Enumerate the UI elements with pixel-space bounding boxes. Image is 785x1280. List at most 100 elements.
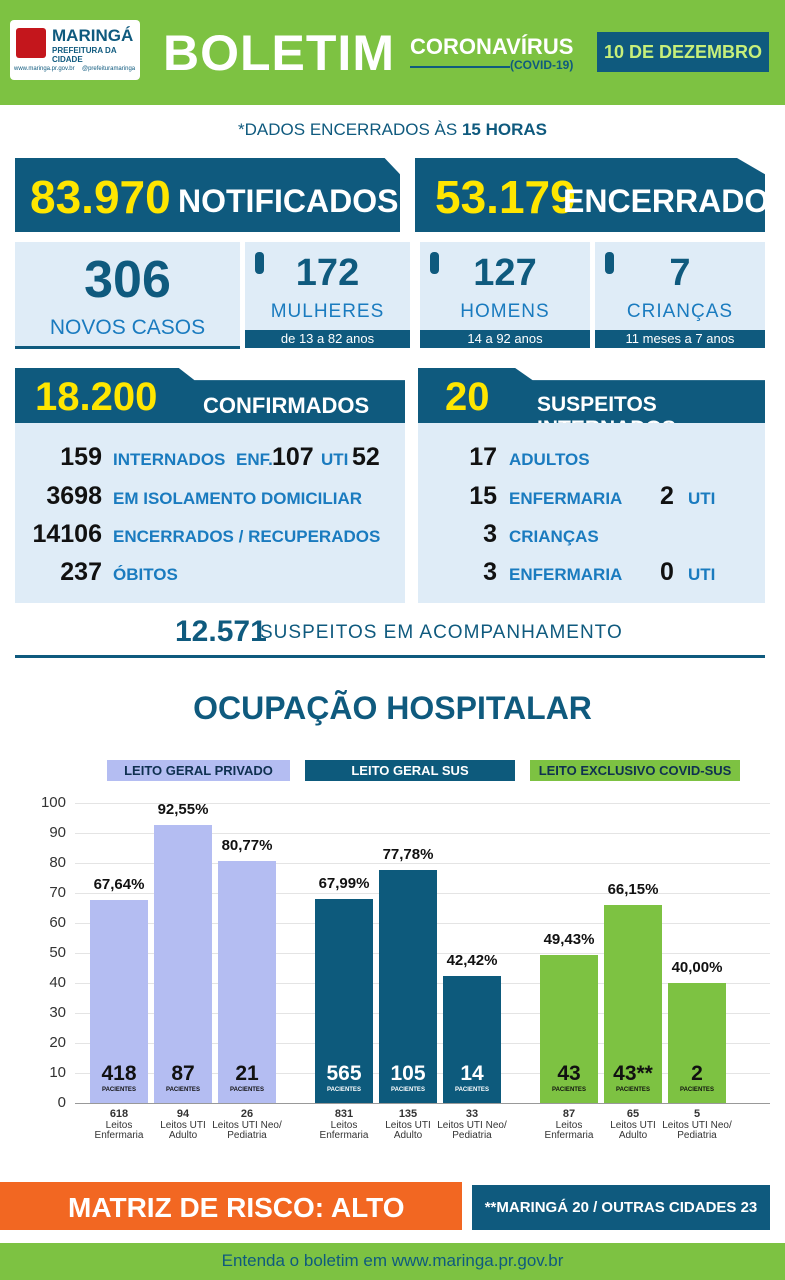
group-box (420, 242, 590, 330)
group-header: LEITO GERAL PRIVADO (107, 760, 290, 781)
value-label: 67,64% (93, 876, 145, 894)
bar (379, 869, 437, 1103)
y-tick-label: 70 (49, 884, 66, 901)
x-tick-label: Leitos Enfermaria (544, 1120, 594, 1141)
date: 10 DE DEZEMBRO (597, 32, 769, 72)
row-label: UTI (688, 489, 716, 508)
cities: **MARINGÁ 20 / OUTRAS CIDADES 23 (484, 1199, 758, 1216)
row-label: INTERNADOS (113, 450, 226, 469)
beds: 94 (176, 1108, 190, 1120)
risk: MATRIZ DE RISCO: ALTO (68, 1192, 405, 1223)
row-label: ENF. (236, 450, 273, 469)
bar (218, 860, 276, 1103)
total-box (15, 158, 400, 232)
y-tick-label: 100 (40, 794, 66, 811)
patients-label: PACIENTES (616, 1087, 650, 1093)
group-icon (605, 252, 614, 274)
bar (668, 983, 726, 1103)
grid-line (75, 833, 770, 834)
patients: 43 (557, 1062, 581, 1085)
patients: 87 (171, 1062, 195, 1085)
note-hours: 15 HORAS (461, 120, 547, 139)
beds: 618 (109, 1108, 129, 1120)
y-tick-label: 0 (57, 1094, 66, 1111)
row-number: 17 (469, 443, 497, 471)
group-box (595, 242, 765, 330)
row-label: ENFERMARIA (509, 489, 623, 508)
total-box (415, 158, 765, 232)
x-tick-label: Leitos UTI Adulto (610, 1120, 656, 1141)
group-icon (255, 252, 264, 274)
cities-box (472, 1185, 770, 1230)
row-label: ENFERMARIA (509, 565, 623, 584)
beds: 5 (693, 1108, 701, 1120)
row-number: 107 (272, 443, 314, 471)
x-tick-label: Leitos Enfermaria (94, 1120, 144, 1141)
x-tick-label: Leitos Enfermaria (319, 1120, 369, 1141)
patients: 105 (390, 1062, 426, 1085)
row-number: 3 (483, 520, 497, 548)
subtitle: CORONAVÍRUS (410, 34, 574, 59)
group-header: LEITO GERAL SUS (305, 760, 515, 781)
row-number: 2 (660, 482, 674, 510)
row-number: 0 (660, 558, 674, 586)
bar (604, 904, 662, 1103)
total-label: ENCERRADOS (563, 183, 785, 219)
confirmed-label: CONFIRMADOS (203, 393, 370, 418)
grid-line (75, 863, 770, 864)
patients-label: PACIENTES (455, 1087, 489, 1093)
beds: 33 (465, 1108, 479, 1120)
row-number: 237 (60, 558, 102, 586)
patients: 43** (613, 1062, 653, 1085)
patients-label: PACIENTES (102, 1087, 136, 1093)
logo-icon (16, 28, 46, 58)
y-tick-label: 10 (49, 1064, 66, 1081)
total-value: 83.970 (30, 171, 171, 223)
group-value: 127 (473, 252, 537, 294)
bar (154, 825, 212, 1103)
axis (75, 1103, 770, 1104)
group-label: MULHERES (270, 301, 385, 322)
bar (540, 954, 598, 1103)
value-label: 77,78% (382, 845, 434, 863)
title: BOLETIM (163, 25, 395, 81)
patients-label: PACIENTES (327, 1087, 361, 1093)
subtitle-tag: (COVID-19) (510, 58, 574, 72)
total-label: NOTIFICADOS (178, 183, 399, 219)
patients-label: PACIENTES (680, 1087, 714, 1093)
patients: 2 (691, 1062, 703, 1085)
y-tick-label: 90 (49, 824, 66, 841)
row-number: 52 (352, 443, 380, 471)
y-tick-label: 20 (49, 1034, 66, 1051)
confirmed-box (15, 423, 405, 603)
grid-line (75, 803, 770, 804)
note-prefix: *DADOS ENCERRADOS ÀS (238, 120, 458, 139)
patients-label: PACIENTES (391, 1087, 425, 1093)
group-label: CRIANÇAS (626, 301, 734, 322)
row-label: UTI (321, 450, 349, 469)
confirmed-value: 18.200 (35, 375, 158, 419)
x-tick-label: Leitos UTI Neo/ Pediatria (662, 1120, 732, 1141)
y-tick-label: 30 (49, 1004, 66, 1021)
value-label: 40,00% (671, 959, 723, 976)
bar (90, 900, 148, 1103)
divider (15, 655, 765, 658)
value-label: 42,42% (446, 951, 498, 969)
y-tick-label: 80 (49, 854, 66, 871)
x-tick-label: Leitos UTI Adulto (385, 1120, 431, 1141)
row-number: 14106 (32, 520, 102, 548)
bar (443, 975, 501, 1103)
risk-box (0, 1182, 462, 1230)
row-number: 159 (60, 443, 102, 471)
total-value: 53.179 (435, 171, 576, 223)
note: *DADOS ENCERRADOS ÀS 15 HORAS (0, 120, 785, 140)
group-icon (430, 252, 439, 274)
value-label: 49,43% (543, 930, 595, 948)
logo-name: MARINGÁ (52, 26, 134, 45)
monitoring-label: SUSPEITOS EM ACOMPANHAMENTO (260, 622, 623, 643)
group-value: 7 (669, 252, 691, 294)
patients-label: PACIENTES (552, 1087, 586, 1093)
new-cases-value: 306 (84, 251, 171, 309)
value-label: 80,77% (221, 836, 273, 854)
